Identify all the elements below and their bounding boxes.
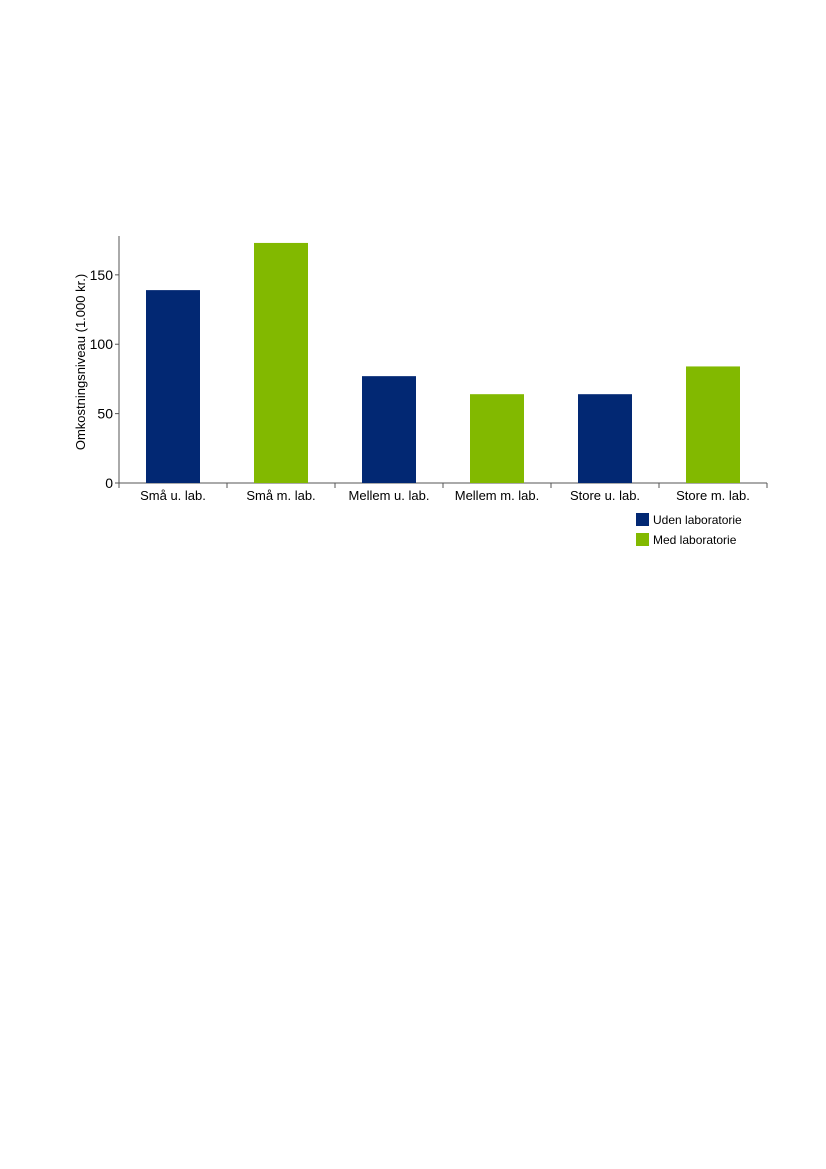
x-category-label: Små m. lab. — [246, 488, 315, 503]
x-ticks: Små u. lab. Små m. lab. Mellem u. lab. Mell… — [118, 483, 768, 503]
bar — [470, 394, 524, 483]
legend-swatch — [636, 533, 649, 546]
chart-axes — [116, 236, 767, 484]
bar — [254, 242, 308, 483]
x-category-label: Mellem u. lab. — [349, 488, 430, 503]
x-category-label: Små u. lab. — [140, 488, 206, 503]
x-category-label: Store m. lab. — [676, 488, 750, 503]
legend-label: Med laboratorie — [653, 533, 737, 547]
x-category-label: Mellem m. lab. — [455, 488, 540, 503]
y-tick-label: 50 — [97, 406, 113, 422]
x-category-label: Store u. lab. — [570, 488, 640, 503]
bar — [362, 376, 416, 483]
legend: Uden laboratorie Med laboratorie — [636, 513, 742, 547]
legend-label: Uden laboratorie — [653, 513, 742, 527]
y-tick-label: 0 — [105, 475, 113, 491]
bar — [686, 366, 740, 483]
y-tick-label: 150 — [90, 267, 114, 283]
bar — [146, 290, 200, 483]
bars — [146, 242, 740, 483]
legend-swatch — [636, 513, 649, 526]
y-axis-title: Omkostningsniveau (1.000 kr.) — [73, 274, 88, 450]
bar — [578, 394, 632, 483]
y-tick-label: 100 — [90, 336, 114, 352]
y-ticks: 0 50 100 150 — [90, 267, 119, 491]
